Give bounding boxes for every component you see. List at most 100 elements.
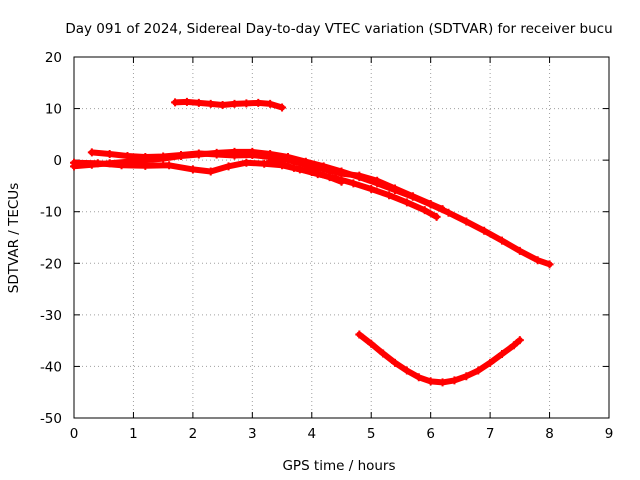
data-point (171, 98, 180, 107)
data-point (70, 158, 78, 167)
x-axis-label: GPS time / hours (282, 458, 395, 474)
data-point (438, 205, 447, 214)
grid (74, 57, 609, 418)
data-point (87, 148, 96, 157)
data-point (159, 152, 168, 161)
x-tick-label: 7 (486, 426, 495, 442)
data-point (212, 150, 221, 159)
data-point (177, 150, 185, 159)
data-point (337, 177, 346, 186)
data-point (301, 160, 310, 169)
data-point (230, 151, 239, 160)
y-tick-label: -50 (40, 411, 62, 427)
data-point (182, 97, 191, 106)
data-point (93, 159, 102, 168)
data-point (438, 378, 447, 387)
data-point (509, 341, 518, 350)
data-point (462, 372, 471, 381)
data-point (266, 157, 275, 166)
axis-ticks: 0 1 2 3 4 5 6 7 8 9 -50 -40 -30 -20 -10 0 10 20 (40, 50, 613, 442)
data-point (289, 163, 298, 172)
data-point (325, 173, 334, 182)
data-point (141, 161, 150, 170)
data-point (426, 377, 435, 386)
data-point (224, 162, 233, 171)
x-tick-label: 4 (307, 426, 316, 442)
data-point (278, 103, 287, 112)
data-point (206, 99, 215, 108)
data-point (486, 358, 495, 367)
data-point (242, 158, 251, 167)
data-point (242, 99, 251, 108)
x-tick-label: 2 (189, 426, 198, 442)
y-axis-label: SDTVAR / TECUs (6, 183, 22, 293)
data-point (194, 98, 203, 107)
y-tick-label: 20 (45, 50, 62, 66)
series-trace-d (266, 157, 346, 186)
data-point (206, 167, 215, 176)
data-point (432, 212, 441, 221)
data-point (444, 208, 453, 217)
chart-title: Day 091 of 2024, Sidereal Day-to-day VTE… (65, 21, 612, 37)
data-point (480, 226, 489, 235)
data-point (385, 191, 394, 200)
data-point (498, 350, 506, 359)
data-point (337, 169, 346, 178)
data-point (230, 99, 239, 108)
data-point (414, 373, 423, 382)
y-tick-label: -10 (40, 205, 62, 221)
data-point (105, 149, 114, 158)
data-point (391, 358, 399, 367)
plot-frame (73, 56, 610, 419)
data-point (349, 179, 358, 188)
x-tick-label: 1 (129, 426, 138, 442)
data-point (462, 217, 471, 226)
data-point (545, 260, 554, 269)
data-point (254, 98, 263, 107)
data-point (450, 376, 459, 385)
data-point (373, 176, 382, 185)
data-point (188, 165, 197, 174)
x-tick-label: 3 (248, 426, 257, 442)
series-trace (172, 98, 286, 111)
data-point (141, 153, 150, 162)
data-point (248, 150, 257, 159)
data-point (284, 156, 292, 165)
data-marks (70, 97, 554, 387)
y-tick-label: 10 (45, 102, 62, 118)
data-point (379, 349, 388, 358)
data-point (319, 165, 328, 174)
data-point (474, 366, 483, 375)
x-tick-label: 9 (605, 426, 614, 442)
data-point (408, 192, 417, 201)
data-point (123, 152, 132, 161)
data-point (367, 185, 376, 194)
data-point (194, 149, 203, 158)
data-point (391, 184, 399, 193)
series-trace-f (355, 330, 524, 387)
data-point (307, 168, 316, 177)
data-point (260, 159, 269, 168)
data-point (498, 236, 506, 245)
data-point (420, 206, 429, 215)
data-point (515, 246, 524, 255)
y-tick-label: -40 (40, 359, 62, 375)
x-tick-label: 6 (426, 426, 435, 442)
x-tick-label: 0 (70, 426, 79, 442)
series-trace-b (87, 148, 447, 214)
x-tick-label: 5 (367, 426, 376, 442)
data-point (266, 99, 275, 108)
data-point (426, 199, 435, 208)
data-point (218, 100, 227, 109)
data-point (402, 198, 411, 207)
data-point (402, 366, 411, 375)
data-point (533, 256, 542, 265)
y-tick-label: -30 (40, 308, 62, 324)
data-point (515, 336, 524, 345)
x-tick-label: 8 (545, 426, 554, 442)
data-point (355, 171, 364, 180)
y-tick-label: -20 (40, 256, 62, 272)
data-point (355, 330, 364, 339)
